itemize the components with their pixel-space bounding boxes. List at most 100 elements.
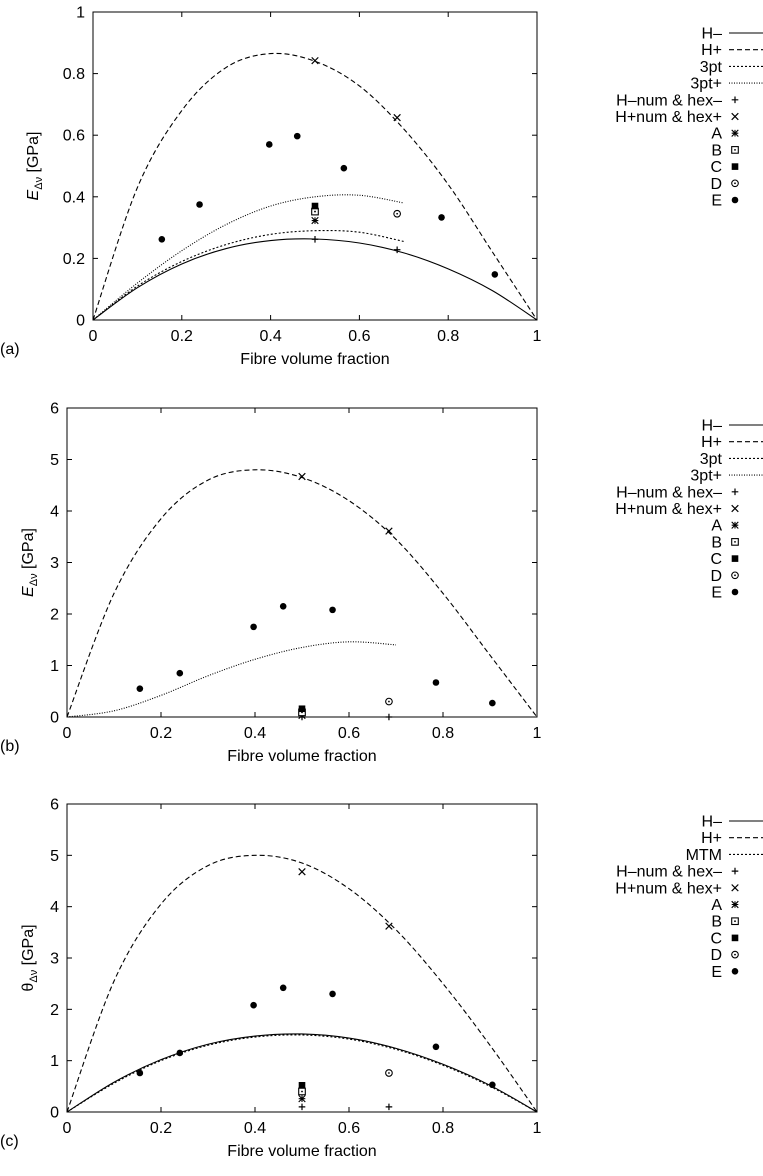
x-axis-label: Fibre volume fraction: [227, 1143, 376, 1160]
x-tick-label: 1: [533, 725, 542, 742]
data-point: [385, 922, 393, 930]
data-point: [340, 164, 348, 172]
data-point: [250, 1001, 257, 1009]
y-tick-label: 0: [50, 1105, 59, 1122]
x-tick-label: 0.2: [171, 328, 193, 345]
data-point: [298, 472, 306, 481]
x-tick-label: 0.4: [244, 1120, 266, 1137]
data-point: [432, 1043, 440, 1051]
data-point: [298, 705, 306, 713]
data-point: [196, 201, 203, 208]
legend-label: H–num & hex–: [616, 864, 722, 881]
plot-frame: [66, 803, 538, 1113]
y-tick-label: 0.4: [63, 189, 85, 206]
y-axis-label-unit: [GPa]: [25, 132, 42, 177]
y-tick-label: 3: [50, 555, 59, 572]
legend-label: B: [711, 534, 722, 551]
series-line: [66, 1033, 538, 1113]
y-tick-label: 1: [50, 658, 59, 675]
data-point: [393, 246, 401, 254]
marker-dot: [388, 1072, 390, 1074]
legend-label: B: [711, 914, 722, 931]
legend-marker: [731, 96, 739, 104]
legend-label: H–: [702, 814, 723, 831]
data-point: [311, 56, 319, 65]
x-tick-label: 0.8: [432, 1120, 454, 1137]
panel-label: (c): [0, 1133, 19, 1150]
legend-marker: [731, 129, 739, 137]
x-tick-label: 0.6: [348, 328, 370, 345]
series-line: [66, 1034, 538, 1113]
y-tick-label: 0: [50, 710, 59, 727]
x-axis-label: Fibre volume fraction: [227, 748, 376, 765]
legend-marker: [731, 488, 739, 496]
legend-label: H+num & hex+: [615, 109, 722, 126]
marker-dot: [734, 182, 736, 185]
legend-marker: [731, 146, 739, 154]
data-point: [311, 236, 319, 243]
data-point: [279, 984, 287, 992]
legend-label: D: [710, 568, 722, 585]
plot-frame: [66, 407, 538, 718]
legend-label: C: [710, 159, 722, 176]
legend-label: E: [711, 964, 722, 981]
data-point: [491, 271, 499, 278]
legend-label: MTM: [686, 847, 722, 864]
data-point: [489, 1081, 496, 1089]
legend-marker: [731, 588, 739, 596]
data-point: [293, 132, 301, 140]
data-point: [265, 141, 273, 148]
data-point: [385, 1069, 393, 1077]
legend-label: C: [710, 551, 722, 568]
data-point: [432, 679, 440, 686]
data-point: [385, 713, 393, 721]
x-tick-label: 0: [63, 1120, 72, 1137]
x-tick-label: 0.2: [150, 725, 172, 742]
data-point: [385, 1103, 393, 1111]
data-point: [385, 527, 393, 535]
chart-panel: 0 0.2 0.4 0.6 0.8 1 0 1 2 3 4 5 6 Fibre volume fracti…: [0, 797, 763, 1160]
legend-label: A: [711, 897, 722, 914]
legend-label: 3pt: [700, 451, 723, 468]
plot-frame: [92, 11, 538, 321]
y-tick-label: 4: [50, 899, 59, 916]
x-tick-label: 0.8: [437, 328, 459, 345]
legend-label: H–num & hex–: [616, 92, 722, 109]
x-tick-label: 0.2: [150, 1120, 172, 1137]
y-tick-label: 6: [50, 401, 59, 418]
legend-label: A: [711, 518, 722, 535]
y-tick-label: 4: [50, 504, 59, 521]
y-axis-label: EΔν [GPa]: [25, 132, 45, 201]
marker-dot: [734, 541, 736, 543]
legend-marker: [731, 538, 739, 546]
legend-label: H+num & hex+: [615, 880, 722, 897]
legend-marker: [731, 934, 739, 942]
y-axis-label-subscript: Δν: [28, 969, 40, 982]
legend-marker: [731, 571, 739, 580]
legend-label: H–: [702, 418, 723, 435]
y-axis-label-subscript: Δν: [33, 176, 45, 189]
data-point: [136, 1069, 144, 1077]
marker-dot: [734, 574, 736, 577]
legend-label: A: [711, 126, 722, 143]
x-tick-label: 0: [63, 725, 72, 742]
legend-label: 3pt: [700, 59, 723, 76]
legend-label: D: [710, 947, 722, 964]
y-tick-label: 0.8: [63, 66, 85, 83]
x-tick-label: 1: [533, 328, 542, 345]
y-axis-label-main: E: [20, 586, 37, 597]
data-point: [298, 1087, 306, 1096]
x-tick-label: 0.6: [338, 725, 360, 742]
data-point: [250, 623, 257, 631]
x-tick-label: 0.4: [244, 725, 266, 742]
data-point: [298, 1082, 306, 1089]
data-point: [176, 1049, 184, 1057]
marker-dot: [734, 953, 736, 956]
data-point: [393, 113, 401, 122]
marker-dot: [396, 212, 399, 215]
data-point: [329, 990, 336, 998]
legend-marker: [731, 112, 739, 121]
data-point: [279, 602, 287, 610]
x-tick-label: 0.6: [338, 1120, 360, 1137]
legend-label: H+num & hex+: [615, 501, 722, 518]
